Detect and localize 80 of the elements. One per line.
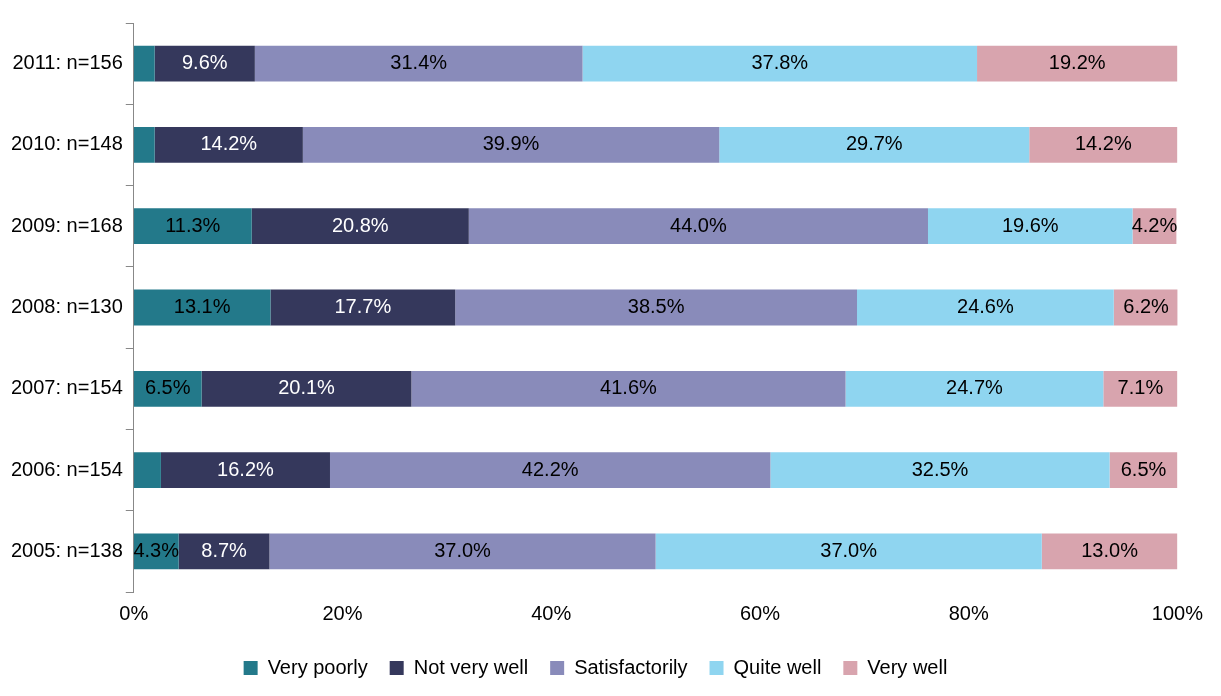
data-label: 4.2%: [1131, 213, 1178, 236]
data-label: 13.1%: [173, 295, 231, 318]
data-label: 24.7%: [946, 376, 1003, 399]
bar: [770, 452, 1110, 488]
data-label: 19.2%: [1048, 51, 1106, 74]
bar: [251, 208, 469, 245]
x-tick-label: 60%: [739, 601, 781, 624]
y-tick-label: 2008: n=130: [11, 295, 123, 318]
bar: [201, 370, 412, 407]
data-label: 6.5%: [144, 376, 191, 399]
bar: [977, 45, 1178, 82]
bar: [178, 533, 270, 570]
data-label: 6.5%: [1120, 457, 1167, 480]
data-label: 39.9%: [482, 132, 540, 155]
data-label: 37.8%: [751, 51, 809, 74]
x-tick-label: 0%: [119, 601, 149, 624]
bar: [1103, 370, 1178, 407]
x-tick-label: 80%: [948, 601, 989, 624]
data-label: 6.2%: [1123, 295, 1170, 318]
data-label: 14.2%: [1074, 132, 1132, 155]
bar: [302, 127, 720, 163]
y-tick-label: 2007: n=154: [11, 376, 123, 399]
bar: [254, 45, 583, 82]
data-label: 44.0%: [670, 213, 727, 236]
legend-label: Quite well: [733, 655, 822, 678]
bar: [719, 127, 1030, 163]
bar: [269, 533, 656, 570]
y-tick-label: 2006: n=154: [11, 457, 123, 480]
bar: [133, 289, 271, 326]
bar: [455, 289, 858, 326]
bar: [857, 289, 1114, 326]
bar: [468, 208, 928, 245]
data-label: 19.6%: [1001, 213, 1059, 236]
data-label: 4.3%: [133, 538, 180, 561]
data-label: 42.2%: [521, 457, 579, 480]
bar: [154, 45, 255, 82]
x-tick-label: 40%: [531, 601, 572, 624]
bar: [133, 127, 155, 163]
y-tick-label: 2009: n=168: [11, 213, 123, 236]
data-label: 24.6%: [957, 295, 1014, 318]
legend-label: Not very well: [413, 655, 529, 678]
data-label: 41.6%: [600, 376, 658, 399]
data-label: 29.7%: [845, 132, 903, 155]
data-label: 20.8%: [331, 213, 389, 236]
data-label: 17.7%: [334, 295, 392, 318]
bar: [133, 208, 252, 245]
data-label: 31.4%: [390, 51, 448, 74]
x-tick-label: 20%: [322, 601, 363, 624]
bar: [329, 452, 771, 488]
bar: [154, 127, 303, 163]
legend-label: Very poorly: [267, 655, 368, 678]
y-tick-label: 2011: n=156: [12, 51, 123, 74]
bar: [1041, 533, 1178, 570]
bar: [582, 45, 978, 82]
bar: [927, 208, 1133, 245]
bar: [270, 289, 456, 326]
data-label: 11.3%: [165, 213, 221, 236]
y-tick-label: 2010: n=148: [11, 132, 123, 155]
data-label: 20.1%: [278, 376, 336, 399]
legend-label: Satisfactorily: [574, 655, 688, 678]
data-label: 37.0%: [434, 538, 492, 561]
data-label: 16.2%: [217, 457, 275, 480]
data-label: 8.7%: [201, 538, 248, 561]
bar: [133, 45, 155, 82]
bar: [845, 370, 1104, 407]
data-label: 9.6%: [181, 51, 228, 74]
data-label: 14.2%: [200, 132, 258, 155]
bar: [655, 533, 1042, 570]
y-tick-label: 2005: n=138: [11, 538, 123, 561]
bar: [1029, 127, 1178, 163]
bar: [160, 452, 330, 488]
data-label: 37.0%: [820, 538, 878, 561]
x-tick-label: 100%: [1151, 601, 1204, 624]
bar: [133, 452, 161, 488]
data-label: 7.1%: [1117, 376, 1164, 399]
data-label: 32.5%: [911, 457, 969, 480]
data-label: 38.5%: [627, 295, 685, 318]
data-label: 13.0%: [1081, 538, 1139, 561]
legend-label: Very well: [867, 655, 948, 678]
bar: [411, 370, 846, 407]
